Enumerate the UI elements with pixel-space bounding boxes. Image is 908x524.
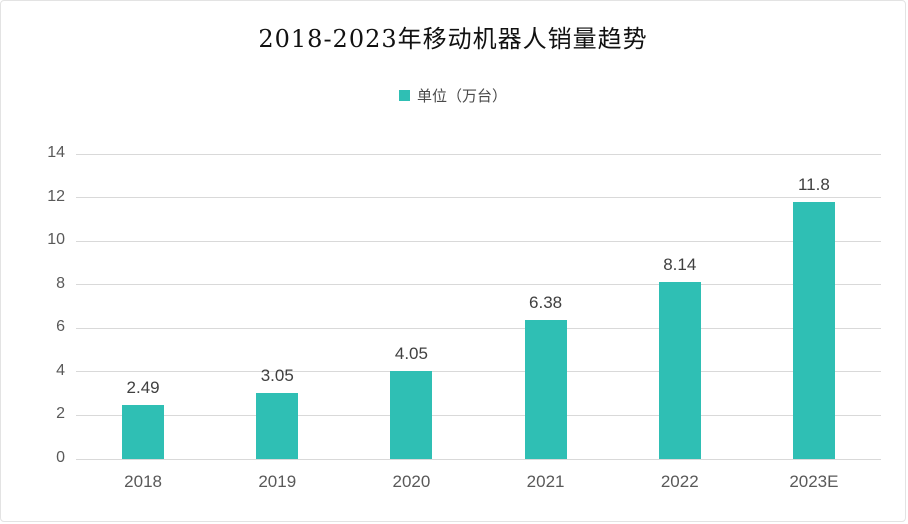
bar-value-label: 3.05 (260, 365, 294, 385)
bar-value-label: 11.8 (797, 174, 830, 194)
x-axis-tick-label: 2021 (526, 472, 565, 491)
bar-2023E (792, 201, 835, 459)
bar-value-label: 4.05 (394, 343, 428, 363)
x-axis-tick-label: 2018 (124, 472, 162, 491)
bar-2022 (658, 281, 701, 459)
gridline (76, 240, 881, 242)
x-axis-tick-label: 2020 (392, 472, 431, 491)
y-axis-tick-label: 0 (56, 449, 65, 466)
bar-2018 (122, 404, 165, 459)
gridline (76, 414, 881, 416)
y-axis-tick-label: 10 (47, 231, 65, 249)
legend: 单位（万台） (1, 85, 905, 106)
bar-2019 (256, 392, 299, 459)
y-axis-tick-label: 14 (47, 144, 65, 161)
gridline (76, 284, 881, 286)
bar-2020 (390, 370, 433, 459)
bar-2021 (524, 320, 567, 459)
y-axis-tick-label: 4 (56, 361, 65, 379)
gridline (76, 197, 881, 199)
bar-value-label: 2.49 (126, 377, 160, 397)
plot-area: 2.49 3.05 4.05 6.38 8.14 11.8 (76, 153, 881, 460)
legend-label: 单位（万台） (416, 88, 507, 105)
gridline (76, 458, 881, 460)
chart-title: 2018-2023年移动机器人销量趋势 (258, 25, 648, 53)
gridline (76, 371, 881, 373)
legend-swatch-icon (398, 90, 410, 101)
y-axis-tick-label: 8 (56, 274, 65, 292)
bar-value-label: 8.14 (663, 254, 697, 274)
x-axis-tick-label: 2022 (660, 472, 699, 491)
x-axis-tick-label: 2023E (789, 472, 839, 491)
y-axis-tick-label: 6 (56, 318, 65, 336)
gridline (76, 327, 881, 329)
bar-value-label: 6.38 (529, 293, 563, 312)
y-axis-tick-label: 2 (56, 405, 65, 423)
x-axis-tick-label: 2019 (258, 472, 297, 491)
gridline (76, 153, 881, 155)
y-axis-tick-label: 12 (47, 187, 65, 205)
